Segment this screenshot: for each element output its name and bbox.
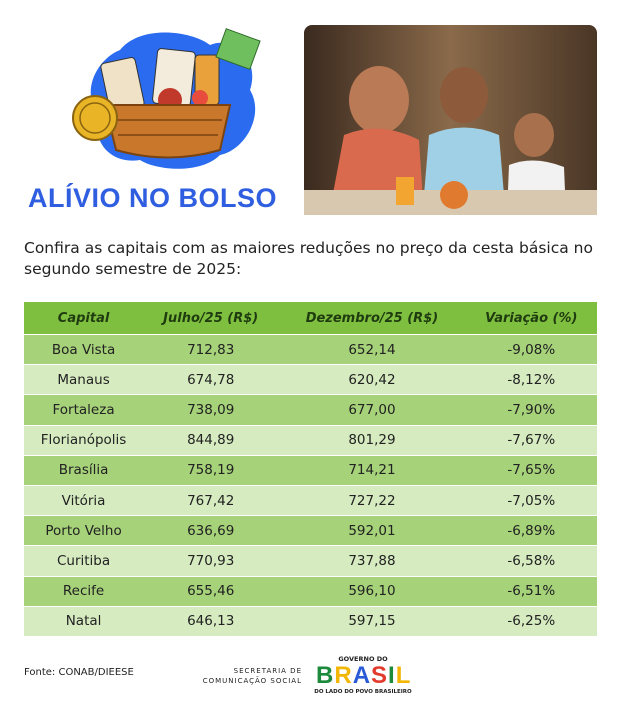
table-cell: 620,42 (278, 364, 466, 396)
table-cell: Fortaleza (24, 394, 144, 426)
table-row: Boa Vista 712,83 652,14 -9,08% (24, 334, 597, 366)
basket-illustration (72, 28, 261, 169)
table-cell: 596,10 (278, 576, 466, 607)
column-header: Capital (24, 302, 144, 335)
gov-top: GOVERNO DO (338, 655, 388, 663)
brasil-letter: R (334, 662, 353, 689)
table-cell: Vitória (24, 485, 144, 517)
table-cell: -6,58% (465, 545, 597, 577)
table-cell: -7,65% (465, 455, 597, 486)
title: ALÍVIO NO BOLSO (27, 183, 277, 213)
header-row: Capital Julho/25 (R$) Dezembro/25 (R$) Vari… (24, 302, 597, 335)
brasil-letter: B (316, 662, 335, 689)
table-cell: -7,90% (465, 394, 597, 426)
table-row: Natal 646,13 597,15 -6,25% (24, 606, 597, 637)
source: Fonte: CONAB/DIEESE (24, 667, 134, 678)
column-header: Julho/25 (R$) (143, 302, 279, 335)
table-cell: 712,83 (143, 334, 279, 366)
brasil-letter: L (395, 662, 412, 689)
table-row: Vitória 767,42 727,22 -7,05% (24, 485, 597, 517)
column-header: Dezembro/25 (R$) (278, 302, 466, 335)
table-cell: 646,13 (143, 606, 279, 637)
table-cell: 714,21 (278, 455, 466, 486)
secom-line: SECRETARIA DE (233, 667, 302, 675)
table-cell: 738,09 (143, 394, 279, 426)
table-cell: -8,12% (465, 364, 597, 396)
table-cell: 677,00 (278, 394, 466, 426)
column-header: Variação (%) (465, 302, 597, 335)
table-cell: 737,88 (278, 545, 466, 577)
table-cell: Brasília (24, 455, 144, 486)
table-cell: 652,14 (278, 334, 466, 366)
table-cell: -6,89% (465, 515, 597, 547)
table-cell: Florianópolis (24, 425, 144, 456)
table-row: Brasília 758,19 714,21 -7,65% (24, 455, 597, 486)
table-row: Fortaleza 738,09 677,00 -7,90% (24, 394, 597, 426)
price-table: Capital Julho/25 (R$) Dezembro/25 (R$) Vari… (24, 302, 597, 637)
table-cell: -7,05% (465, 485, 597, 517)
table-cell: 801,29 (278, 425, 466, 456)
brasil-letter: I (388, 662, 396, 689)
table-cell: -7,67% (465, 425, 597, 456)
table-cell: 592,01 (278, 515, 466, 547)
table-cell: 727,22 (278, 485, 466, 517)
table-cell: 844,89 (143, 425, 279, 456)
table-cell: Recife (24, 576, 144, 607)
secom-logo: SECRETARIA DE COMUNICAÇÃO SOCIAL (190, 666, 302, 686)
secom-line: COMUNICAÇÃO SOCIAL (202, 677, 302, 685)
table-row: Manaus 674,78 620,42 -8,12% (24, 364, 597, 396)
brasil-letter: S (371, 662, 389, 689)
table-cell: Manaus (24, 364, 144, 396)
brasil-letter: A (352, 662, 372, 689)
table-body: Boa Vista 712,83 652,14 -9,08% Manaus 674,78 6… (24, 334, 597, 637)
table-cell: Porto Velho (24, 515, 144, 547)
table-cell: 674,78 (143, 364, 279, 396)
table-cell: -6,51% (465, 576, 597, 607)
table-cell: 767,42 (143, 485, 279, 517)
table-cell: Natal (24, 606, 144, 637)
gov-brasil: BRASIL (316, 662, 410, 690)
table-cell: 636,69 (143, 515, 279, 547)
table-cell: -6,25% (465, 606, 597, 637)
table-cell: Boa Vista (24, 334, 144, 366)
intro-text: Confira as capitais com as maiores reduç… (24, 239, 593, 278)
gov-bottom: DO LADO DO POVO BRASILEIRO (314, 689, 412, 695)
table-cell: Curitiba (24, 545, 144, 577)
table-cell: 758,19 (143, 455, 279, 486)
table-cell: 597,15 (278, 606, 466, 637)
table-row: Florianópolis 844,89 801,29 -7,67% (24, 425, 597, 456)
table-cell: 770,93 (143, 545, 279, 577)
family-photo (304, 25, 597, 215)
table-row: Recife 655,46 596,10 -6,51% (24, 576, 597, 607)
table-row: Porto Velho 636,69 592,01 -6,89% (24, 515, 597, 547)
table-cell: -9,08% (465, 334, 597, 366)
table-row: Curitiba 770,93 737,88 -6,58% (24, 545, 597, 577)
table-cell: 655,46 (143, 576, 279, 607)
